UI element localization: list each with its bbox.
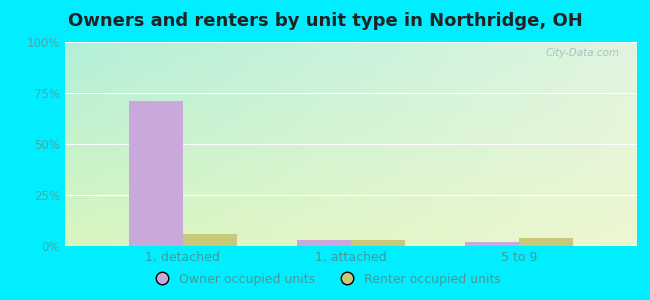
Text: Owners and renters by unit type in Northridge, OH: Owners and renters by unit type in North… (68, 12, 582, 30)
Bar (129, 101, 183, 246)
Bar (183, 234, 237, 246)
Text: City-Data.com: City-Data.com (546, 48, 620, 58)
Bar (465, 242, 519, 246)
Bar (297, 240, 351, 246)
Bar (351, 240, 405, 246)
Bar (519, 238, 573, 246)
Legend: Owner occupied units, Renter occupied units: Owner occupied units, Renter occupied un… (144, 268, 506, 291)
